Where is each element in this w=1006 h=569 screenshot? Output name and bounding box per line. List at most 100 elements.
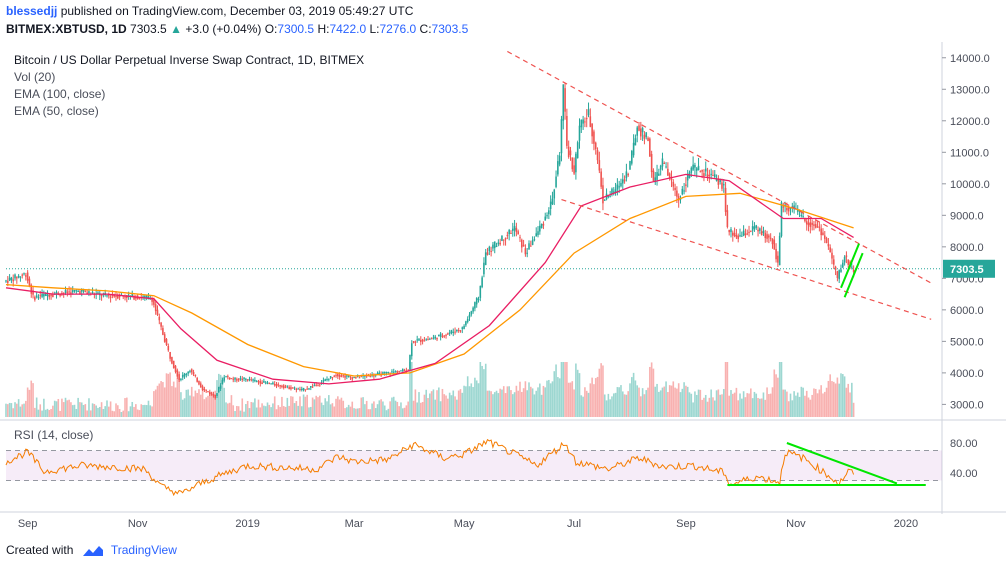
volume-bar [109,401,112,417]
candle-body [221,380,224,385]
volume-bar [760,398,763,417]
volume-bar [685,385,687,417]
volume-bar [239,410,242,417]
volume-bar [391,397,393,417]
candle-body [667,168,669,176]
volume-bar [461,392,464,417]
volume-bar [234,411,236,417]
volume-bar [98,406,101,417]
legend-ema100[interactable]: EMA (100, close) [14,87,106,101]
volume-bar [126,397,128,417]
volume-bar [387,408,390,417]
volume-bar [346,407,348,417]
candle-body [490,251,492,253]
volume-bar [270,407,272,417]
volume-bar [558,378,561,417]
volume-bar [364,404,366,417]
candle-body [730,229,732,233]
volume-bar [331,403,334,417]
candle-body [174,365,177,372]
volume-bar [50,409,52,417]
candle-body [468,314,471,318]
volume-bar [254,398,256,417]
author-link[interactable]: blessedjj [6,4,58,18]
volume-bar [232,405,235,417]
candle-body [508,230,510,235]
up-arrow-icon: ▲ [170,22,182,36]
candle-body [149,298,152,300]
candle-body [409,354,411,370]
volume-bar [575,363,577,417]
volume-bar [273,396,276,417]
volume-bar [118,408,121,417]
candle-body [755,225,758,228]
volume-bar [457,390,460,417]
volume-bar [367,409,370,417]
volume-bar [789,393,792,417]
volume-bar [142,404,144,417]
candle-body [165,338,168,345]
high-label: H: [317,22,330,36]
candle-body [275,384,278,387]
candle-body [302,387,305,391]
candle-body [394,371,397,373]
candle-body [378,372,381,375]
candle-body [481,277,483,287]
volume-bar [26,387,29,417]
legend-ema50[interactable]: EMA (50, close) [14,104,99,118]
candle-body [382,372,384,374]
volume-bar [382,401,384,417]
volume-bar [454,396,456,417]
candle-body [423,340,426,342]
volume-bar [851,382,853,417]
volume-bar [553,371,556,417]
volume-bar [755,393,758,417]
volume-bar [205,397,207,417]
resistance-trendline [561,198,932,320]
volume-bar [181,399,184,417]
volume-bar [91,403,94,417]
candle-body [728,229,730,233]
candle-body [452,331,455,333]
candle-body [158,316,161,321]
candle-body [255,380,258,382]
candle-body [263,381,265,383]
tradingview-link[interactable]: TradingView [110,543,177,557]
candle-body [308,388,310,390]
candle-body [88,291,90,294]
volume-bar [623,394,626,417]
low-label: L: [369,22,380,36]
volume-bar [371,403,373,417]
volume-bar [659,390,662,417]
candle-body [117,295,119,299]
volume-bar [230,395,233,417]
volume-bar [160,381,162,417]
candle-body [782,206,785,208]
candle-body [584,121,586,123]
volume-bar [376,404,379,417]
volume-bar [728,395,730,417]
price-tick-label: 8000.0 [950,242,984,254]
rsi-legend[interactable]: RSI (14, close) [14,428,94,442]
volume-bar [726,362,729,417]
candle-body [580,119,583,128]
volume-bar [374,408,377,417]
candle-body [658,173,660,176]
volume-bar [356,408,359,417]
candle-body [329,376,332,378]
candle-body [340,375,343,377]
symbol-name[interactable]: BITMEX:XBTUSD, 1D [6,22,127,36]
volume-bar [495,390,498,417]
legend-vol[interactable]: Vol (20) [14,70,56,84]
last-price-tag [943,259,995,278]
candle-body [448,332,451,334]
candle-body [135,297,137,299]
volume-bar [282,406,285,417]
volume-bar [396,401,399,417]
volume-bar [187,389,189,417]
volume-bar [640,396,642,417]
volume-bar [842,374,844,417]
candle-body [439,333,442,337]
candle-body [557,161,559,175]
